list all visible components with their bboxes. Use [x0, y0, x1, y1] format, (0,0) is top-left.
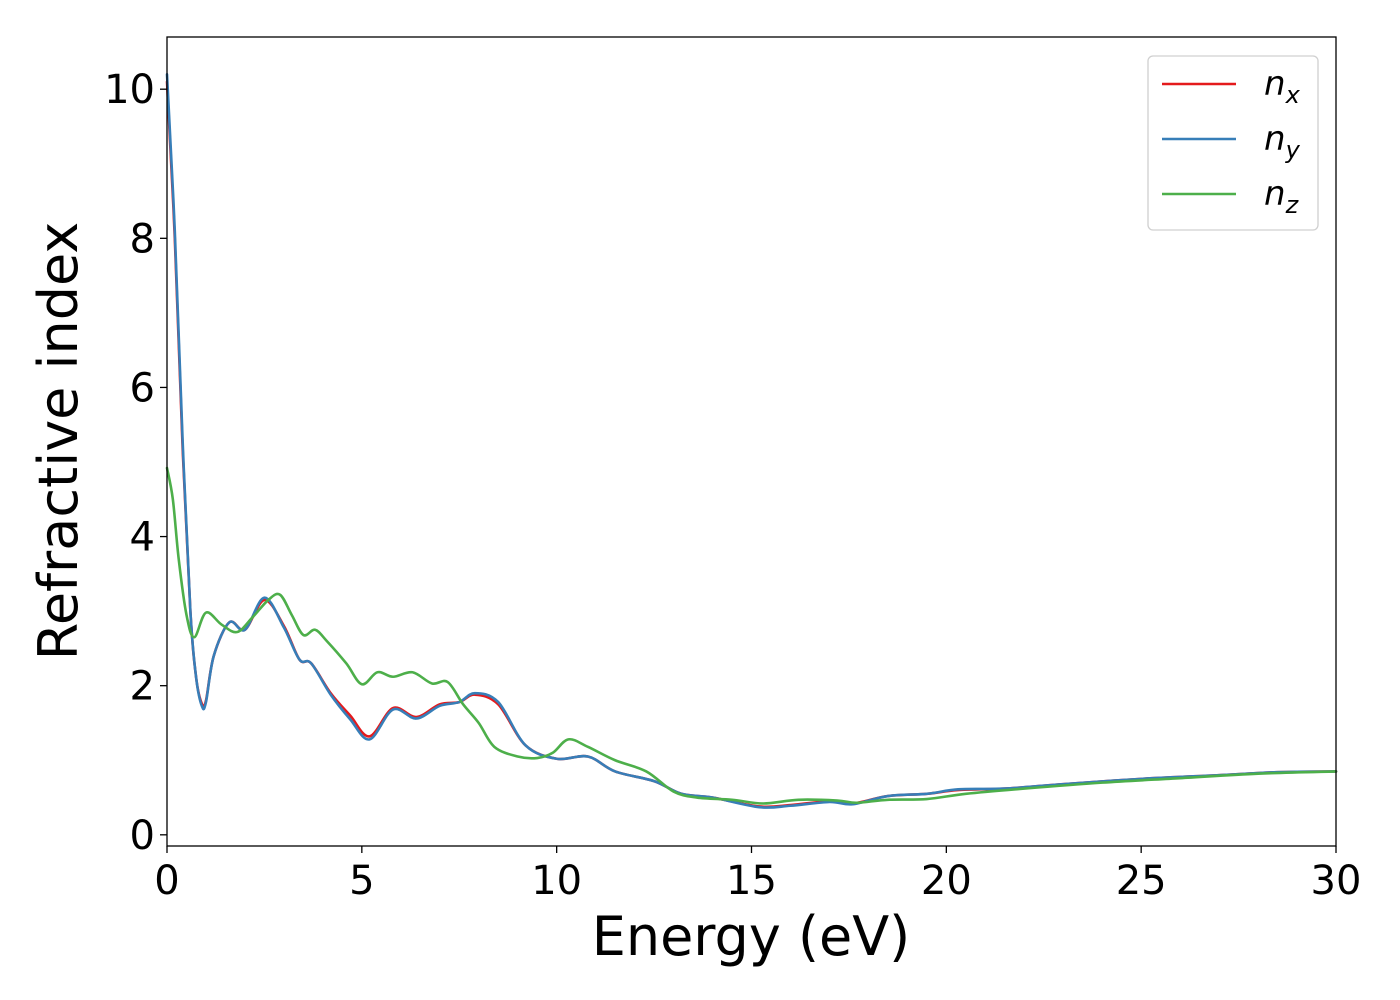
y-tick-label: 10: [104, 67, 155, 113]
plot-background: [167, 37, 1336, 846]
x-tick-label: 10: [531, 858, 582, 904]
x-axis-label: Energy (eV): [592, 905, 911, 968]
series-layer: [165, 72, 1338, 809]
x-tick-label: 15: [726, 858, 777, 904]
y-tick-label: 2: [130, 664, 155, 710]
y-ticks: 0 2 4 6 8 10: [104, 67, 167, 859]
x-tick-label: 25: [1116, 858, 1167, 904]
series-line-nz: [165, 466, 1338, 805]
y-tick-label: 6: [130, 365, 155, 411]
x-tick-label: 0: [154, 858, 179, 904]
x-tick-label: 30: [1311, 858, 1362, 904]
x-tick-label: 5: [349, 858, 374, 904]
x-tick-label: 20: [921, 858, 972, 904]
y-axis-label: Refractive index: [27, 222, 90, 661]
y-tick-label: 4: [130, 515, 155, 561]
x-ticks: 0 5 10 15 20 25 30: [154, 846, 1361, 904]
legend-frame: [1147, 55, 1319, 231]
y-tick-label: 0: [130, 813, 155, 859]
y-tick-label: 8: [130, 216, 155, 262]
